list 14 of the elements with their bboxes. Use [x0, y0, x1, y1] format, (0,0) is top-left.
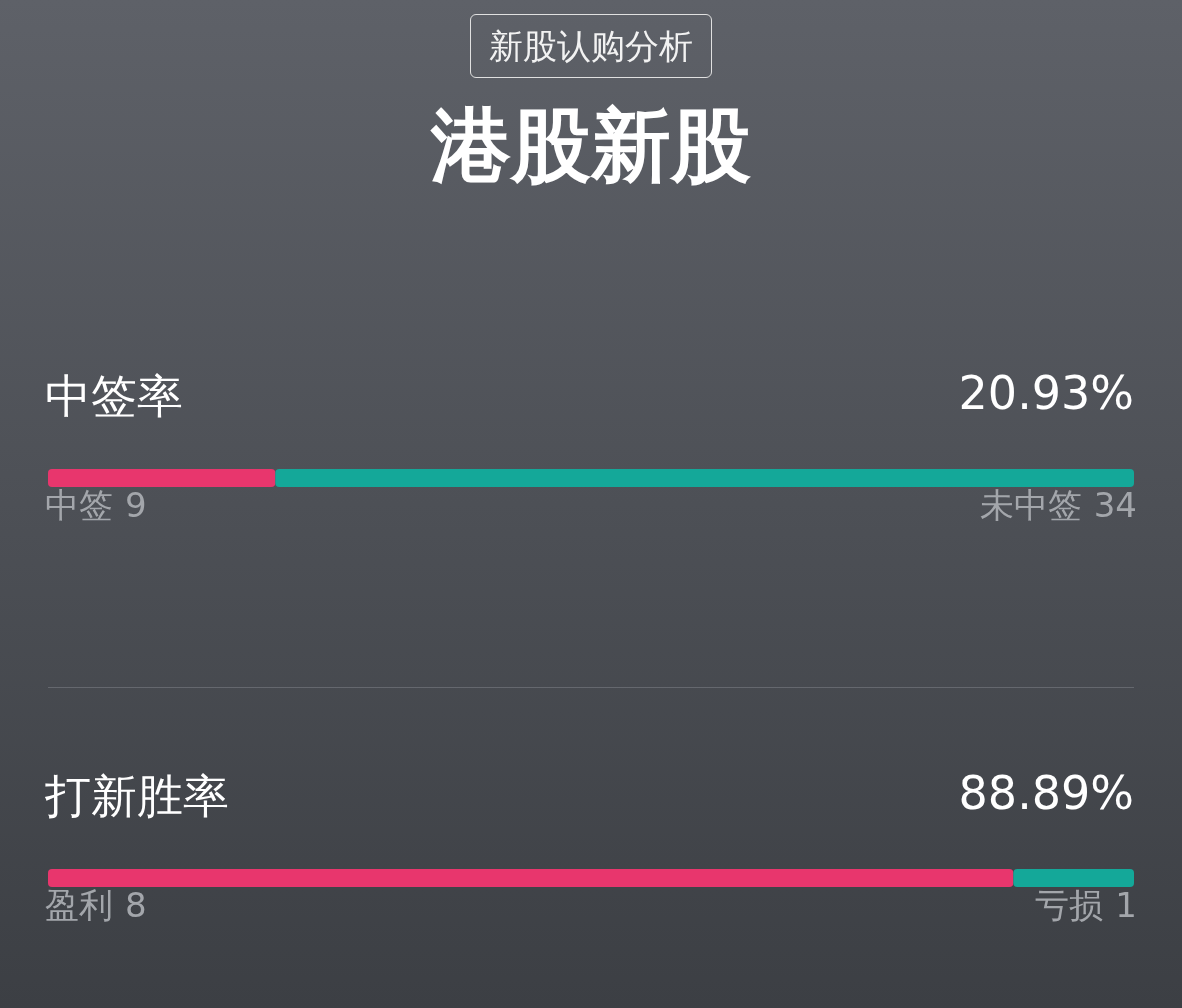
data-label: 9	[125, 485, 147, 525]
text: 新股认购分析	[470, 14, 712, 78]
series-label: 亏损	[1035, 885, 1104, 925]
chart-title: 打新胜率	[44, 769, 229, 823]
series-label: 盈利	[45, 885, 113, 925]
data-label: 1	[1115, 885, 1137, 925]
series-label: 未中签	[979, 485, 1082, 525]
series-label: 中签	[45, 485, 113, 525]
text: 港股新股	[429, 98, 752, 194]
text: 88.89%	[958, 766, 1135, 820]
data-label: 34	[1093, 485, 1137, 525]
chart-title: 中签率	[45, 369, 183, 423]
text: 20.93%	[958, 366, 1135, 420]
data-label: 8	[125, 885, 147, 925]
